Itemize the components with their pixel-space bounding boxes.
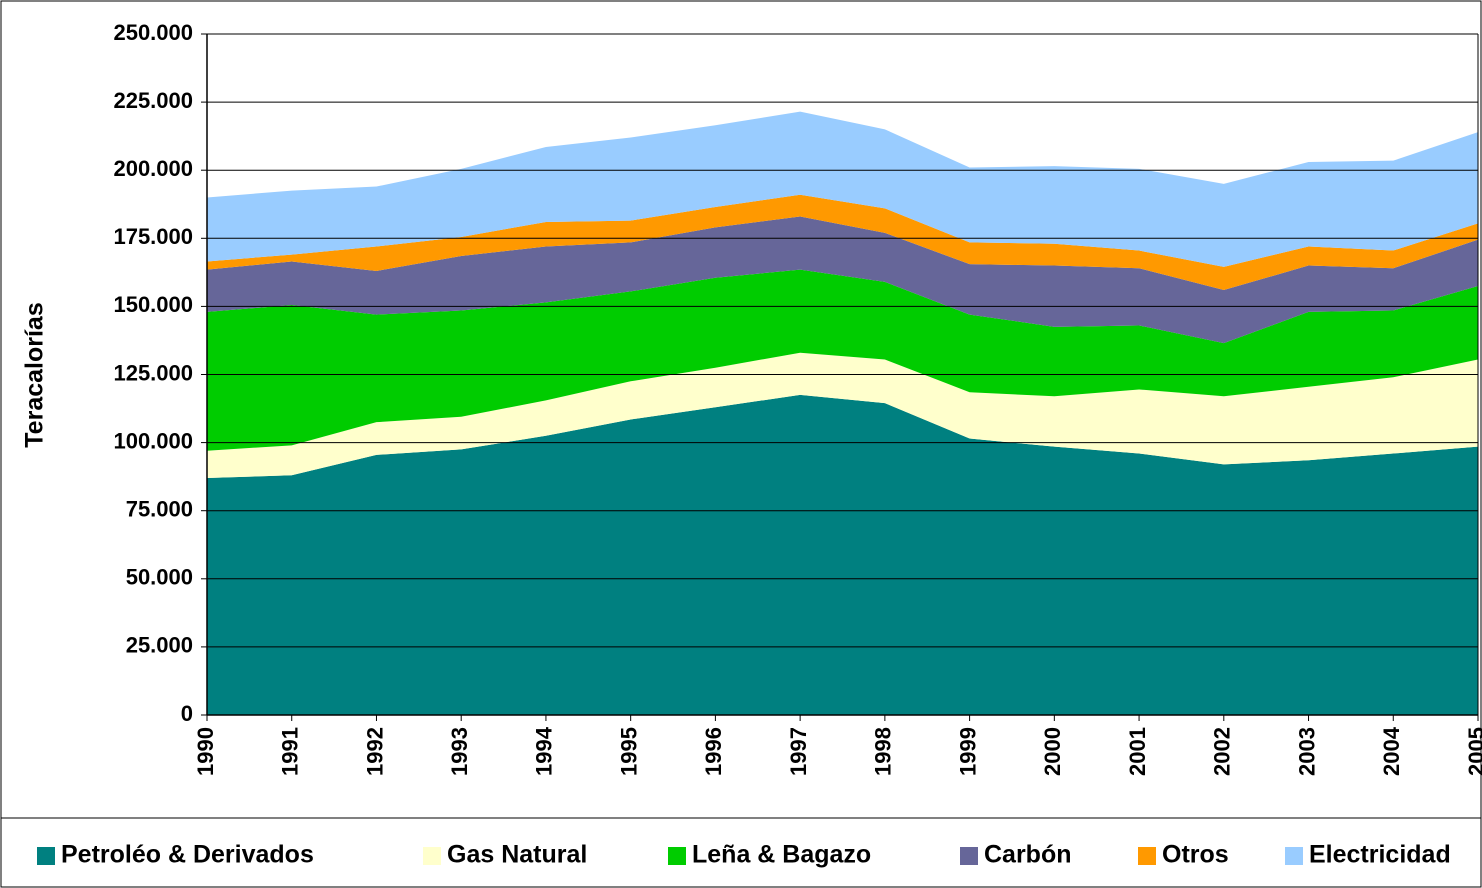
- y-axis-label: Teracalorías: [21, 302, 49, 447]
- y-tick-label: 100.000: [113, 428, 193, 453]
- legend-swatch: [423, 847, 441, 865]
- legend-swatch: [668, 847, 686, 865]
- x-tick-label: 1994: [532, 726, 557, 776]
- x-tick-label: 2001: [1125, 727, 1150, 776]
- area: [207, 216, 1478, 344]
- x-tick-label: 1996: [701, 727, 726, 776]
- y-tick-label: 25.000: [126, 633, 193, 658]
- y-tick-label: 75.000: [126, 497, 193, 522]
- x-tick-label: 1999: [955, 727, 980, 776]
- area: [207, 394, 1478, 715]
- legend-swatch: [1285, 847, 1303, 865]
- legend-label: Leña & Bagazo: [692, 841, 871, 869]
- legend-item: Electricidad: [1285, 841, 1451, 869]
- legend-item: Gas Natural: [423, 841, 587, 869]
- legend-swatch: [960, 847, 978, 865]
- x-tick-label: 2000: [1040, 727, 1065, 776]
- x-tick-label: 2004: [1379, 726, 1404, 776]
- x-tick-label: 1992: [362, 727, 387, 776]
- y-tick-label: 200.000: [113, 156, 193, 181]
- x-tick-label: 2003: [1294, 727, 1319, 776]
- x-tick-label: 1993: [447, 727, 472, 776]
- y-tick-label: 175.000: [113, 224, 193, 249]
- legend-swatch: [1138, 847, 1156, 865]
- legend-item: Leña & Bagazo: [668, 841, 871, 869]
- y-tick-label: 125.000: [113, 360, 193, 385]
- legend-item: Otros: [1138, 841, 1229, 869]
- area: [207, 352, 1478, 479]
- y-tick-label: 150.000: [113, 292, 193, 317]
- legend-label: Carbón: [984, 841, 1072, 869]
- area: [207, 269, 1478, 451]
- x-tick-label: 1991: [278, 727, 303, 776]
- y-tick-label: 50.000: [126, 565, 193, 590]
- legend-label: Gas Natural: [447, 841, 587, 869]
- legend-swatch: [37, 847, 55, 865]
- legend-label: Electricidad: [1309, 841, 1451, 869]
- x-tick-label: 2005: [1464, 727, 1482, 776]
- legend-label: Otros: [1162, 841, 1229, 869]
- area: [207, 194, 1478, 291]
- x-tick-label: 1990: [193, 727, 218, 776]
- y-tick-label: 0: [181, 701, 193, 726]
- x-tick-label: 1995: [616, 727, 641, 776]
- x-tick-label: 1998: [871, 727, 896, 776]
- area: [207, 111, 1478, 267]
- y-tick-label: 250.000: [113, 20, 193, 45]
- legend-item: Carbón: [960, 841, 1072, 869]
- legend-item: Petroléo & Derivados: [37, 841, 314, 869]
- x-tick-label: 2002: [1210, 727, 1235, 776]
- y-tick-label: 225.000: [113, 88, 193, 113]
- legend-label: Petroléo & Derivados: [61, 841, 314, 869]
- x-tick-label: 1997: [786, 727, 811, 776]
